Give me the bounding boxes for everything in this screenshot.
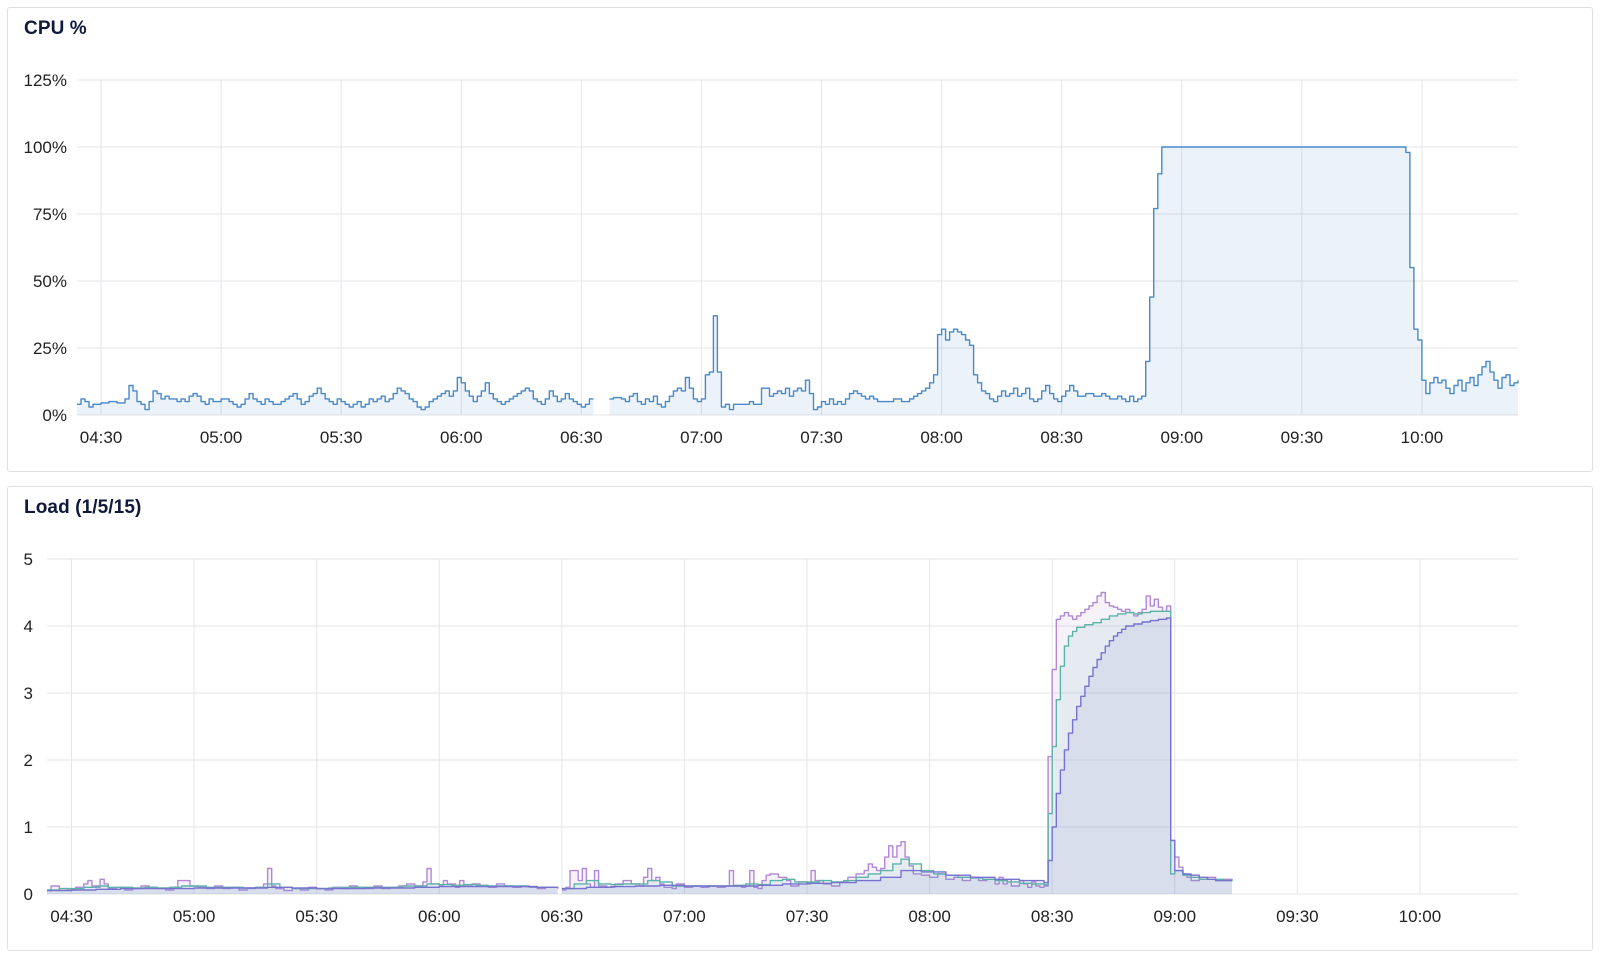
cpu-x-tick-label: 09:30 bbox=[1281, 428, 1324, 447]
load-x-tick-label: 06:30 bbox=[541, 907, 584, 926]
cpu-y-tick-label: 25% bbox=[33, 339, 67, 358]
cpu-x-tick-label: 07:00 bbox=[680, 428, 723, 447]
load-y-tick-label: 0 bbox=[24, 885, 33, 904]
load-x-tick-label: 09:00 bbox=[1153, 907, 1196, 926]
load-x-tick-label: 09:30 bbox=[1276, 907, 1319, 926]
load-series-2-area bbox=[47, 886, 558, 894]
cpu-x-tick-label: 05:30 bbox=[320, 428, 363, 447]
cpu-y-tick-label: 75% bbox=[33, 205, 67, 224]
cpu-y-tick-label: 50% bbox=[33, 272, 67, 291]
cpu-x-tick-label: 06:00 bbox=[440, 428, 483, 447]
cpu-x-tick-label: 08:30 bbox=[1040, 428, 1083, 447]
load-x-tick-label: 05:30 bbox=[295, 907, 338, 926]
load-panel: Load (1/5/15) 0 1 2 3 4 5 04:30 05:00 05:30 06:00… bbox=[7, 486, 1593, 951]
cpu-x-tick-label: 09:00 bbox=[1160, 428, 1203, 447]
load-x-tick-label: 04:30 bbox=[50, 907, 93, 926]
load-series-2-area bbox=[561, 618, 1232, 894]
load-series-2-line bbox=[561, 617, 1232, 890]
load-series-1-area bbox=[561, 611, 1232, 894]
cpu-chart[interactable]: 0% 25% 50% 75% 100% 125% 04:30 05:00 05:30 06:00 0… bbox=[8, 8, 1592, 471]
cpu-series-0-line bbox=[77, 376, 594, 411]
load-chart[interactable]: 0 1 2 3 4 5 04:30 05:00 05:30 06:00 06:30 07:00 07:3… bbox=[8, 487, 1592, 950]
load-y-tick-label: 4 bbox=[24, 617, 33, 636]
cpu-y-tick-label: 100% bbox=[24, 138, 67, 157]
load-series-0-line bbox=[561, 591, 1233, 891]
load-x-tick-label: 05:00 bbox=[173, 907, 216, 926]
load-x-tick-label: 10:00 bbox=[1399, 907, 1442, 926]
load-series-0-area bbox=[561, 592, 1232, 894]
load-series-2-line bbox=[47, 885, 558, 892]
cpu-series-0-area bbox=[77, 377, 594, 415]
load-y-tick-label: 1 bbox=[24, 818, 33, 837]
cpu-x-tick-label: 07:30 bbox=[800, 428, 843, 447]
load-y-tick-label: 2 bbox=[24, 751, 33, 770]
cpu-series-0-line bbox=[609, 146, 1519, 411]
cpu-panel-title: CPU % bbox=[24, 18, 87, 39]
load-x-tick-label: 08:00 bbox=[908, 907, 951, 926]
load-x-tick-label: 06:00 bbox=[418, 907, 461, 926]
load-x-tick-label: 07:30 bbox=[786, 907, 829, 926]
cpu-x-tick-label: 10:00 bbox=[1401, 428, 1444, 447]
cpu-y-tick-label: 0% bbox=[42, 406, 67, 425]
cpu-x-tick-label: 05:00 bbox=[200, 428, 243, 447]
load-x-tick-label: 07:00 bbox=[663, 907, 706, 926]
load-y-tick-label: 3 bbox=[24, 684, 33, 703]
cpu-panel: CPU % 0% 25% 50% 75% 100% 125% 04:30 05:00 05:30… bbox=[7, 7, 1593, 472]
cpu-x-tick-label: 08:00 bbox=[920, 428, 963, 447]
load-panel-title: Load (1/5/15) bbox=[24, 497, 142, 518]
cpu-series-0-area bbox=[609, 147, 1518, 415]
load-x-tick-label: 08:30 bbox=[1031, 907, 1074, 926]
cpu-x-tick-label: 06:30 bbox=[560, 428, 603, 447]
cpu-x-tick-label: 04:30 bbox=[80, 428, 123, 447]
cpu-y-tick-label: 125% bbox=[24, 71, 67, 90]
load-y-tick-label: 5 bbox=[24, 550, 33, 569]
